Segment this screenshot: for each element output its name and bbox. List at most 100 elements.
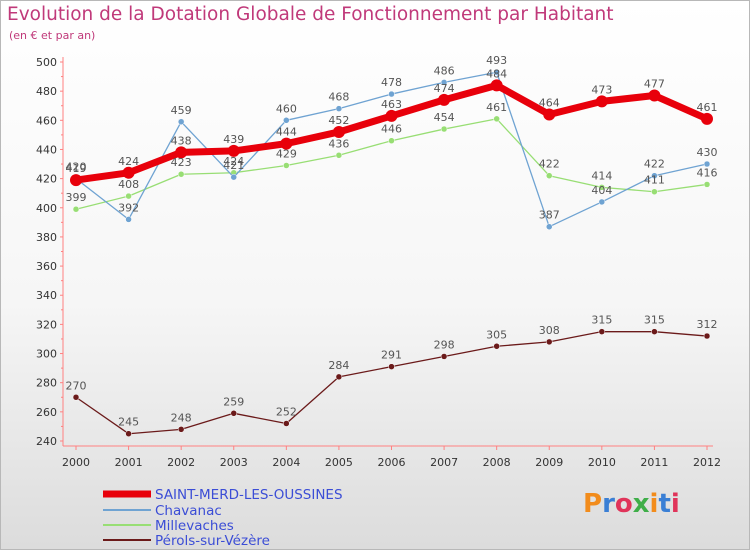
data-label: 419: [66, 162, 87, 175]
data-label: 248: [171, 411, 192, 424]
data-point: [440, 353, 448, 360]
data-point: [335, 373, 343, 381]
data-label: 308: [539, 324, 560, 337]
data-label: 387: [539, 209, 560, 222]
data-point: [651, 188, 658, 195]
data-point: [493, 343, 500, 350]
y-tick-label: 420: [36, 173, 57, 186]
x-tick-label: 2011: [640, 456, 668, 469]
data-point: [388, 137, 395, 144]
data-label: 446: [381, 123, 402, 136]
data-point: [175, 146, 188, 159]
data-label: 461: [486, 101, 507, 114]
data-label: 411: [644, 174, 665, 187]
data-point: [493, 68, 500, 76]
data-label: 420: [66, 161, 87, 174]
x-tick-label: 2008: [483, 456, 511, 469]
data-point: [440, 79, 448, 86]
proxiti-logo: Proxiti: [583, 489, 680, 519]
legend-label: Millevaches: [155, 518, 234, 534]
data-point: [651, 172, 658, 179]
data-point: [438, 93, 451, 106]
data-label: 392: [118, 201, 139, 214]
data-point: [648, 89, 661, 102]
data-point: [230, 410, 237, 417]
data-point: [546, 223, 553, 230]
chart-title: Evolution de la Dotation Globale de Fonc…: [7, 4, 614, 25]
y-tick-label: 480: [36, 85, 57, 98]
data-label: 452: [328, 114, 349, 127]
data-point: [230, 173, 237, 181]
data-point: [177, 426, 185, 433]
x-tick-label: 2001: [115, 456, 143, 469]
data-label: 284: [328, 359, 349, 372]
data-point: [440, 125, 448, 133]
y-tick-label: 320: [36, 318, 57, 331]
y-tick-label: 440: [36, 143, 57, 156]
data-label: 436: [328, 137, 349, 150]
data-point: [335, 105, 343, 112]
data-point: [283, 162, 290, 169]
x-tick-label: 2010: [588, 456, 616, 469]
data-point: [388, 363, 395, 370]
data-label: 315: [644, 314, 665, 327]
data-label: 424: [223, 155, 244, 168]
chart-subtitle: (en € et par an): [9, 29, 96, 42]
y-tick-label: 400: [36, 202, 57, 215]
y-tick-label: 380: [36, 231, 57, 244]
x-tick-label: 2007: [430, 456, 458, 469]
data-label: 493: [486, 54, 507, 67]
data-label: 259: [223, 395, 244, 408]
y-tick-label: 340: [36, 289, 57, 302]
data-label: 252: [276, 406, 297, 419]
data-point: [543, 108, 556, 121]
y-tick-label: 260: [36, 406, 57, 419]
x-tick-label: 2003: [220, 456, 248, 469]
data-label: 245: [118, 416, 139, 429]
data-point: [385, 109, 398, 122]
data-point: [280, 137, 293, 150]
data-point: [177, 118, 185, 126]
data-label: 298: [434, 338, 455, 351]
y-tick-label: 500: [36, 56, 57, 69]
data-label: 473: [591, 83, 612, 96]
y-tick-label: 280: [36, 377, 57, 390]
x-tick-label: 2000: [62, 456, 90, 469]
data-point: [332, 125, 345, 138]
data-label: 439: [223, 133, 244, 146]
data-label: 430: [697, 146, 718, 159]
data-label: 468: [328, 91, 349, 104]
data-point: [283, 420, 290, 427]
data-label: 422: [644, 158, 665, 171]
data-point: [227, 144, 240, 157]
data-point: [703, 181, 711, 188]
data-point: [598, 328, 606, 335]
legend-label: Pérols-sur-Vézère: [155, 533, 270, 549]
data-point: [125, 430, 132, 437]
data-point: [388, 90, 395, 98]
data-label: 486: [434, 64, 455, 77]
x-tick-label: 2006: [378, 456, 406, 469]
data-point: [125, 216, 132, 223]
x-tick-label: 2004: [272, 456, 300, 469]
data-point: [546, 338, 553, 346]
y-tick-label: 360: [36, 260, 57, 273]
data-label: 423: [171, 156, 192, 169]
data-label: 421: [223, 159, 244, 172]
data-point: [335, 152, 343, 159]
data-label: 312: [697, 318, 718, 331]
data-point: [598, 198, 606, 206]
legend-label: SAINT-MERD-LES-OUSSINES: [155, 487, 343, 503]
data-point: [72, 205, 80, 213]
data-label: 291: [381, 349, 402, 362]
y-tick-label: 300: [36, 348, 57, 361]
data-point: [70, 174, 82, 187]
data-label: 478: [381, 76, 402, 89]
data-point: [703, 332, 711, 340]
data-point: [598, 184, 606, 191]
data-label: 474: [434, 82, 455, 95]
y-tick-label: 240: [36, 435, 57, 448]
data-label: 399: [66, 191, 87, 204]
data-label: 404: [591, 184, 612, 197]
